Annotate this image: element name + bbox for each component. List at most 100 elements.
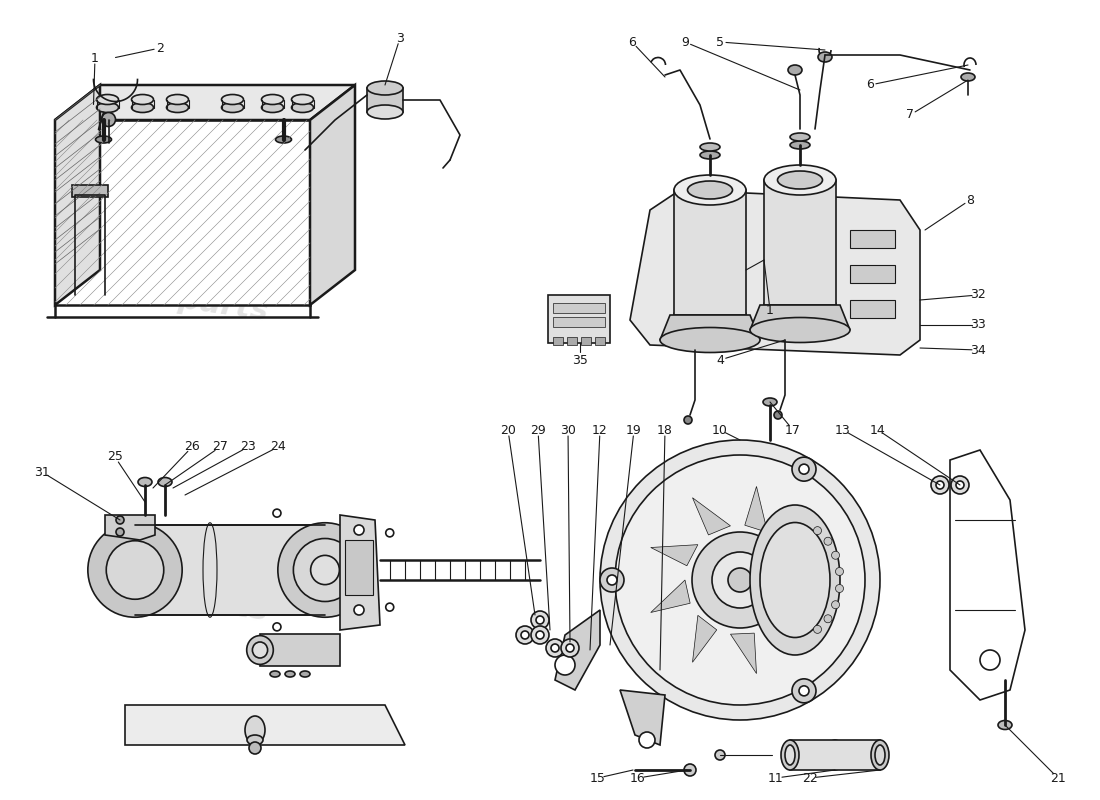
Text: 1: 1 bbox=[91, 51, 99, 65]
Circle shape bbox=[824, 614, 832, 622]
Ellipse shape bbox=[764, 165, 836, 195]
Polygon shape bbox=[779, 519, 813, 561]
Ellipse shape bbox=[221, 102, 243, 113]
Text: 26: 26 bbox=[184, 441, 200, 454]
Bar bbox=[260, 634, 340, 666]
Text: 21: 21 bbox=[1050, 771, 1066, 785]
Text: 32: 32 bbox=[970, 289, 986, 302]
Ellipse shape bbox=[674, 300, 746, 330]
Text: 11: 11 bbox=[768, 771, 784, 785]
Circle shape bbox=[536, 631, 544, 639]
Circle shape bbox=[931, 476, 949, 494]
Circle shape bbox=[832, 551, 839, 559]
Text: 31: 31 bbox=[34, 466, 50, 478]
Bar bbox=[135, 525, 324, 615]
Polygon shape bbox=[660, 315, 760, 340]
Text: 7: 7 bbox=[906, 109, 914, 122]
Circle shape bbox=[956, 481, 964, 489]
Text: 3: 3 bbox=[396, 31, 404, 45]
Circle shape bbox=[836, 567, 844, 575]
Ellipse shape bbox=[166, 102, 188, 113]
Text: 16: 16 bbox=[630, 771, 646, 785]
Circle shape bbox=[792, 457, 816, 481]
Ellipse shape bbox=[785, 745, 795, 765]
Bar bbox=[553, 337, 563, 345]
Text: 17: 17 bbox=[785, 423, 801, 437]
Text: 27: 27 bbox=[212, 441, 228, 454]
Ellipse shape bbox=[700, 143, 720, 151]
Ellipse shape bbox=[764, 290, 836, 320]
Circle shape bbox=[531, 611, 549, 629]
Ellipse shape bbox=[97, 94, 119, 105]
Bar bbox=[548, 295, 610, 343]
Text: 23: 23 bbox=[240, 441, 256, 454]
Circle shape bbox=[249, 742, 261, 754]
Ellipse shape bbox=[688, 181, 733, 199]
Text: 14: 14 bbox=[870, 423, 886, 437]
Bar bbox=[674, 190, 746, 315]
Circle shape bbox=[546, 639, 564, 657]
Ellipse shape bbox=[367, 105, 403, 119]
Circle shape bbox=[936, 481, 944, 489]
Circle shape bbox=[836, 585, 844, 593]
Ellipse shape bbox=[275, 136, 292, 143]
Circle shape bbox=[354, 605, 364, 615]
Text: 9: 9 bbox=[681, 35, 689, 49]
Bar bbox=[345, 540, 373, 595]
Bar bbox=[850, 230, 895, 248]
Polygon shape bbox=[104, 515, 155, 540]
Text: 15: 15 bbox=[590, 771, 606, 785]
Circle shape bbox=[615, 455, 865, 705]
Text: 29: 29 bbox=[530, 423, 546, 437]
Ellipse shape bbox=[674, 175, 746, 205]
Text: europarts: europarts bbox=[99, 574, 271, 626]
Circle shape bbox=[692, 532, 788, 628]
Polygon shape bbox=[750, 305, 850, 330]
Circle shape bbox=[952, 476, 969, 494]
Polygon shape bbox=[340, 515, 379, 630]
Circle shape bbox=[516, 626, 534, 644]
Polygon shape bbox=[730, 633, 757, 674]
Ellipse shape bbox=[262, 102, 284, 113]
Polygon shape bbox=[55, 85, 355, 120]
Bar bbox=[553, 317, 605, 327]
Text: 8: 8 bbox=[966, 194, 974, 206]
Polygon shape bbox=[620, 690, 666, 745]
Ellipse shape bbox=[998, 721, 1012, 730]
Circle shape bbox=[521, 631, 529, 639]
Ellipse shape bbox=[138, 478, 152, 486]
Ellipse shape bbox=[660, 327, 760, 353]
Polygon shape bbox=[310, 85, 355, 305]
Ellipse shape bbox=[89, 525, 182, 615]
Circle shape bbox=[551, 644, 559, 652]
Bar bbox=[764, 180, 836, 305]
Circle shape bbox=[792, 679, 816, 703]
Bar bbox=[566, 337, 578, 345]
Text: 24: 24 bbox=[271, 441, 286, 454]
Ellipse shape bbox=[252, 642, 267, 658]
Text: europarts: europarts bbox=[645, 574, 815, 626]
Polygon shape bbox=[55, 85, 100, 305]
Polygon shape bbox=[125, 705, 405, 745]
Ellipse shape bbox=[292, 102, 313, 113]
Circle shape bbox=[116, 516, 124, 524]
Bar bbox=[850, 300, 895, 318]
Ellipse shape bbox=[760, 522, 830, 638]
Bar bbox=[367, 88, 403, 112]
Polygon shape bbox=[651, 580, 690, 613]
Text: 22: 22 bbox=[802, 771, 818, 785]
Ellipse shape bbox=[871, 740, 889, 770]
Bar bbox=[790, 740, 880, 770]
Circle shape bbox=[116, 528, 124, 536]
Bar bbox=[850, 265, 895, 283]
Text: 33: 33 bbox=[970, 318, 986, 331]
Ellipse shape bbox=[790, 133, 810, 141]
Circle shape bbox=[712, 552, 768, 608]
Ellipse shape bbox=[132, 94, 154, 105]
Ellipse shape bbox=[97, 102, 119, 113]
Circle shape bbox=[566, 644, 574, 652]
Text: 13: 13 bbox=[835, 423, 851, 437]
Ellipse shape bbox=[700, 151, 720, 159]
Bar bbox=[595, 337, 605, 345]
Bar bbox=[72, 185, 108, 197]
